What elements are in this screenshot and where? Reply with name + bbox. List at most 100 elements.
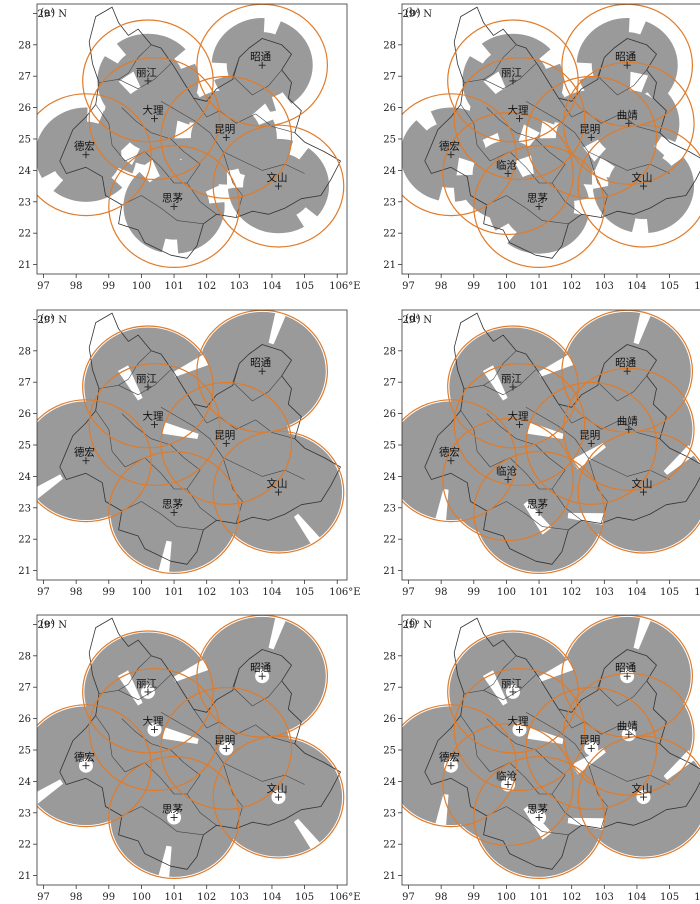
station-name: 文山 bbox=[266, 171, 287, 184]
y-tick-label: 27 bbox=[383, 378, 396, 389]
x-tick-label: 105 bbox=[295, 281, 314, 292]
range-ring bbox=[473, 755, 605, 880]
prefecture-boundary bbox=[160, 407, 224, 458]
x-tick-label: 98 bbox=[70, 587, 83, 598]
x-tick-label: 102 bbox=[197, 281, 216, 292]
prefecture-boundary bbox=[463, 63, 537, 90]
prefecture-boundary bbox=[460, 715, 491, 773]
y-tick-label: 23 bbox=[383, 197, 396, 208]
x-tick-label: 97 bbox=[37, 281, 50, 292]
blockage-sector bbox=[538, 354, 574, 377]
x-tick-label: 97 bbox=[37, 892, 50, 903]
station-name: 昭通 bbox=[615, 662, 636, 674]
station-name: 大理 bbox=[507, 104, 528, 117]
station-name: 丽江 bbox=[136, 373, 157, 385]
station-name: 昆明 bbox=[214, 734, 235, 746]
station-name: 大理 bbox=[142, 715, 163, 728]
y-tick-label: 29° N bbox=[402, 9, 432, 20]
x-tick-label: 101 bbox=[165, 892, 184, 903]
station-name: 临沧 bbox=[496, 159, 517, 172]
x-tick-label: 100 bbox=[497, 587, 516, 598]
y-tick-label: 24 bbox=[383, 777, 396, 788]
range-ring bbox=[108, 755, 240, 880]
blockage-sector bbox=[37, 779, 64, 805]
station-name: 文山 bbox=[631, 477, 652, 490]
station-name: 曲靖 bbox=[617, 108, 638, 121]
x-tick-label: 100 bbox=[132, 281, 151, 292]
prefecture-boundary bbox=[597, 363, 647, 402]
prefecture-boundary bbox=[551, 163, 582, 215]
y-tick-label: 27 bbox=[18, 683, 31, 694]
station-name: 昆明 bbox=[579, 123, 600, 135]
station-name: 昆明 bbox=[579, 429, 600, 441]
x-tick-label: 104 bbox=[627, 892, 646, 903]
y-tick-label: 22 bbox=[383, 535, 396, 546]
range-ring bbox=[577, 735, 700, 859]
range-ring bbox=[212, 430, 345, 554]
station-name: 曲靖 bbox=[617, 719, 638, 732]
x-tick-label: 98 bbox=[70, 892, 83, 903]
prefecture-boundary bbox=[483, 44, 517, 80]
y-tick-label: 22 bbox=[383, 229, 396, 240]
x-tick-label: 106°E bbox=[329, 281, 360, 292]
blockage-sector bbox=[482, 365, 508, 401]
x-tick-label: 99 bbox=[467, 587, 480, 598]
blockage-sector bbox=[633, 615, 653, 650]
station-name: 文山 bbox=[266, 477, 287, 490]
prefecture-boundary bbox=[222, 151, 305, 174]
y-tick-label: 27 bbox=[383, 72, 396, 83]
range-ring bbox=[108, 450, 240, 575]
blockage-sector bbox=[37, 474, 64, 500]
station-name: 曲靖 bbox=[617, 414, 638, 427]
prefecture-boundary bbox=[232, 57, 282, 96]
prefecture-boundary bbox=[486, 501, 569, 531]
blockage-sector bbox=[527, 727, 564, 745]
prefecture-boundary bbox=[551, 774, 582, 826]
prefecture-boundary bbox=[460, 104, 491, 162]
prefecture-boundary bbox=[587, 762, 670, 785]
blockage-sector bbox=[663, 750, 696, 780]
prefecture-boundary bbox=[587, 151, 670, 174]
y-tick-label: 27 bbox=[383, 683, 396, 694]
blockage-sector bbox=[293, 818, 323, 853]
range-ring bbox=[577, 124, 700, 248]
x-tick-label: 106°E bbox=[329, 587, 360, 598]
station-name: 丽江 bbox=[136, 678, 157, 690]
x-tick-label: 106°E bbox=[694, 892, 700, 903]
prefecture-boundary bbox=[483, 655, 517, 691]
station-name: 临沧 bbox=[496, 465, 517, 478]
blockage-sector bbox=[482, 670, 508, 706]
x-tick-label: 102 bbox=[197, 587, 216, 598]
blockage-sector bbox=[663, 445, 696, 475]
station-name: 文山 bbox=[631, 782, 652, 795]
prefecture-boundary bbox=[124, 151, 188, 184]
range-ring bbox=[82, 19, 214, 143]
station-name: 昭通 bbox=[615, 357, 636, 369]
y-tick-label: 26 bbox=[383, 409, 396, 420]
y-tick-label: 21 bbox=[383, 566, 396, 577]
x-tick-label: 106°E bbox=[329, 892, 360, 903]
y-tick-label: 21 bbox=[18, 260, 31, 271]
range-ring bbox=[453, 363, 586, 487]
x-tick-label: 105 bbox=[295, 587, 314, 598]
y-tick-label: 24 bbox=[18, 166, 31, 177]
station-name: 德宏 bbox=[439, 446, 460, 459]
province-boundary bbox=[424, 6, 700, 259]
x-tick-label: 103 bbox=[595, 892, 614, 903]
panel-label: (b) bbox=[405, 6, 421, 19]
range-ring bbox=[453, 668, 586, 792]
station-name: 文山 bbox=[266, 782, 287, 795]
station-name: 德宏 bbox=[74, 140, 95, 153]
prefecture-boundary bbox=[98, 674, 172, 701]
range-ring bbox=[473, 144, 605, 269]
prefecture-boundary bbox=[193, 98, 295, 133]
y-tick-label: 27 bbox=[18, 72, 31, 83]
x-tick-label: 103 bbox=[230, 892, 249, 903]
range-ring bbox=[82, 325, 214, 449]
province-boundary bbox=[59, 6, 341, 259]
y-tick-label: 24 bbox=[18, 777, 31, 788]
y-tick-label: 27 bbox=[18, 378, 31, 389]
